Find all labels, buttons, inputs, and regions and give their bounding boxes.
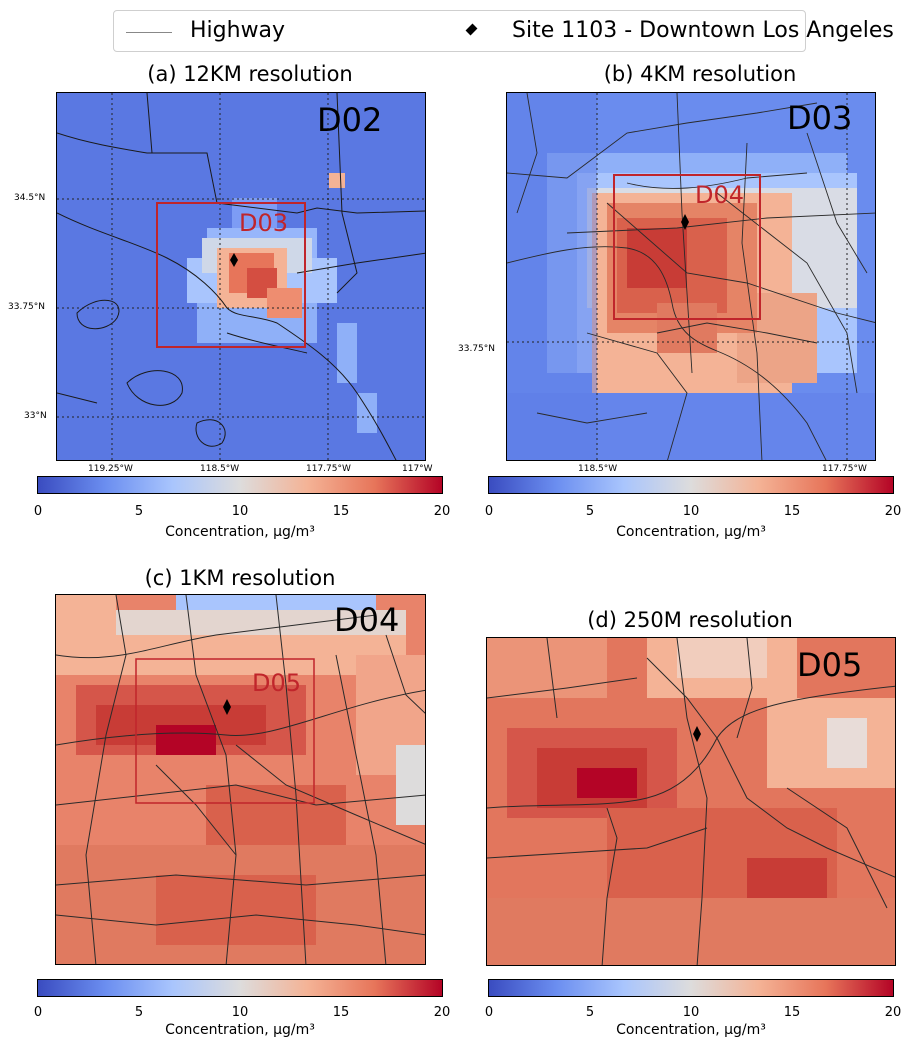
cb-c-tick-10: 10 <box>231 1005 249 1020</box>
panel-d-domain-label: D05 <box>797 646 863 684</box>
cb-c-tick-20: 20 <box>433 1005 451 1020</box>
cb-c-tick-15: 15 <box>332 1005 350 1020</box>
cb-d-tick-15: 15 <box>783 1005 801 1020</box>
lat-label-a-2: 33.75°N <box>8 302 45 312</box>
panel-a-title: (a) 12KM resolution <box>147 62 353 86</box>
panel-c-map: D04 D05 <box>55 594 426 965</box>
cb-a-tick-10: 10 <box>231 504 249 519</box>
colorbar-c <box>37 979 443 997</box>
colorbar-c-label: Concentration, μg/m³ <box>165 1022 315 1038</box>
lon-label-a-1: 119.25°W <box>88 464 133 474</box>
panel-b-map: D03 D04 <box>506 92 876 461</box>
cb-d-tick-0: 0 <box>484 1005 494 1020</box>
colorbar-b <box>488 476 894 494</box>
panel-b-inner-domain-label: D04 <box>695 181 745 209</box>
panel-b-domain-label: D03 <box>787 99 853 137</box>
lat-label-b-1: 33.75°N <box>458 344 495 354</box>
lat-label-a-3: 33°N <box>24 411 47 421</box>
cb-d-tick-20: 20 <box>884 1005 902 1020</box>
colorbar-d <box>488 979 894 997</box>
colorbar-b-label: Concentration, μg/m³ <box>616 524 766 540</box>
panel-c-inner-domain-label: D05 <box>252 669 302 697</box>
panel-d-raster <box>487 638 895 965</box>
legend-site-label: Site 1103 - Downtown Los Angeles <box>512 18 894 43</box>
panel-b-raster <box>507 93 875 460</box>
panel-c-domain-label: D04 <box>334 601 400 639</box>
legend-highway-label: Highway <box>190 18 286 43</box>
cb-b-tick-10: 10 <box>682 504 700 519</box>
cb-a-tick-5: 5 <box>134 504 144 519</box>
panel-c-raster <box>56 595 425 964</box>
cb-c-tick-5: 5 <box>134 1005 144 1020</box>
lon-label-a-3: 117.75°W <box>306 464 351 474</box>
cb-b-tick-15: 15 <box>783 504 801 519</box>
cb-b-tick-0: 0 <box>484 504 494 519</box>
lon-label-a-4: 117°W <box>402 464 433 474</box>
cb-a-tick-20: 20 <box>433 504 451 519</box>
map-legend: Highway Site 1103 - Downtown Los Angeles <box>113 10 894 52</box>
cb-c-tick-0: 0 <box>33 1005 43 1020</box>
highway-line-swatch <box>126 32 172 33</box>
colorbar-a <box>37 476 443 494</box>
cb-a-tick-0: 0 <box>33 504 43 519</box>
lon-label-b-1: 118.5°W <box>578 464 618 474</box>
panel-d-map: D05 <box>486 637 896 966</box>
lon-label-b-2: 117.75°W <box>822 464 867 474</box>
panel-d-title: (d) 250M resolution <box>587 608 793 632</box>
cb-a-tick-15: 15 <box>332 504 350 519</box>
site-diamond-icon <box>465 23 478 36</box>
cb-b-tick-5: 5 <box>585 504 595 519</box>
lat-label-a-1: 34.5°N <box>14 193 46 203</box>
panel-a-domain-label: D02 <box>317 101 383 139</box>
cb-b-tick-20: 20 <box>884 504 902 519</box>
panel-a-inner-domain-label: D03 <box>239 209 289 237</box>
cb-d-tick-5: 5 <box>585 1005 595 1020</box>
colorbar-d-label: Concentration, μg/m³ <box>616 1022 766 1038</box>
colorbar-a-label: Concentration, μg/m³ <box>165 524 315 540</box>
panel-a-map: D02 D03 <box>56 92 426 461</box>
panel-b-title: (b) 4KM resolution <box>603 62 797 86</box>
lon-label-a-2: 118.5°W <box>200 464 240 474</box>
panel-a-raster <box>57 93 425 460</box>
cb-d-tick-10: 10 <box>682 1005 700 1020</box>
panel-c-title: (c) 1KM resolution <box>144 566 336 590</box>
